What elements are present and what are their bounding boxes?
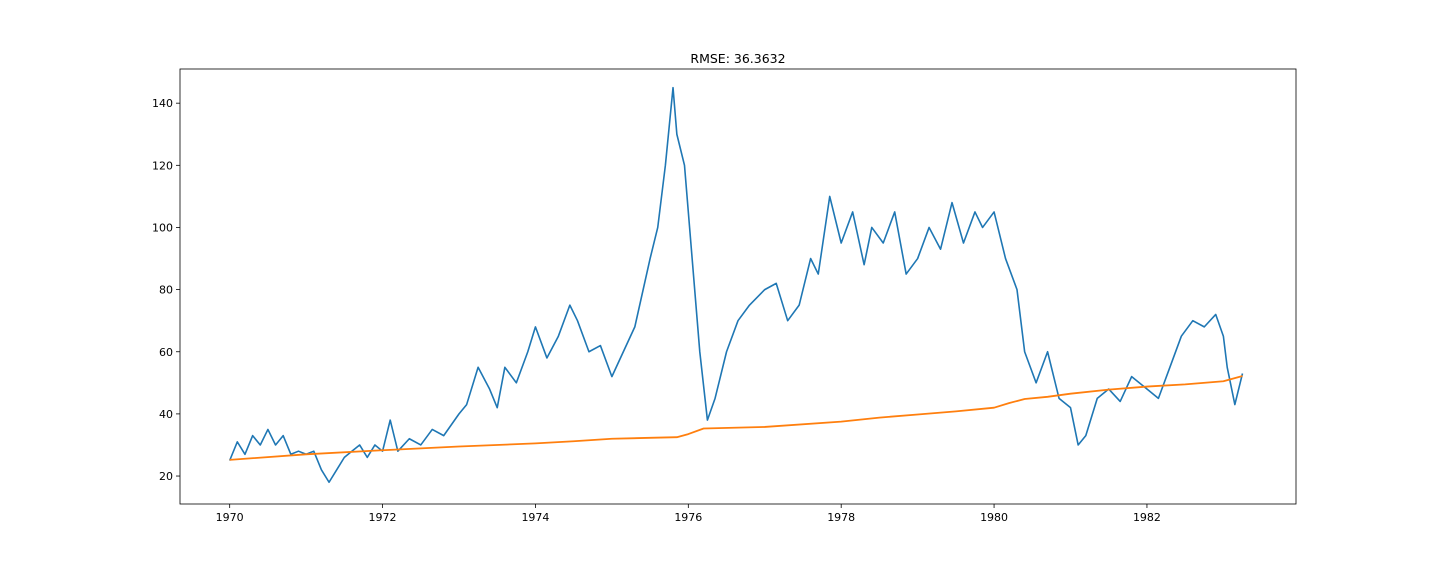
y-tick-label: 60: [159, 346, 173, 359]
chart-title: RMSE: 36.3632: [690, 51, 785, 66]
series-layer: [228, 86, 1244, 484]
y-tick-label: 120: [152, 159, 173, 172]
x-tick-label: 1982: [1133, 511, 1161, 524]
y-axis: 20 40 60 80 100 120 140: [152, 97, 180, 483]
y-tick-label: 80: [159, 284, 173, 297]
y-tick-label: 20: [159, 470, 173, 483]
series-line-2: [229, 375, 1243, 461]
x-tick-label: 1980: [980, 511, 1008, 524]
y-tick-label: 40: [159, 408, 173, 421]
x-tick-label: 1974: [521, 511, 549, 524]
plot-frame: [179, 68, 1297, 505]
x-axis: 1970 1972 1974 1976 1978 1980 1982: [216, 504, 1161, 524]
axes-layer: [179, 68, 1297, 505]
series-line-1: [228, 86, 1244, 484]
x-tick-label: 1978: [827, 511, 855, 524]
x-tick-label: 1970: [216, 511, 244, 524]
x-tick-label: 1972: [369, 511, 397, 524]
y-tick-label: 140: [152, 97, 173, 110]
y-tick-label: 100: [152, 221, 173, 234]
x-tick-label: 1976: [674, 511, 702, 524]
